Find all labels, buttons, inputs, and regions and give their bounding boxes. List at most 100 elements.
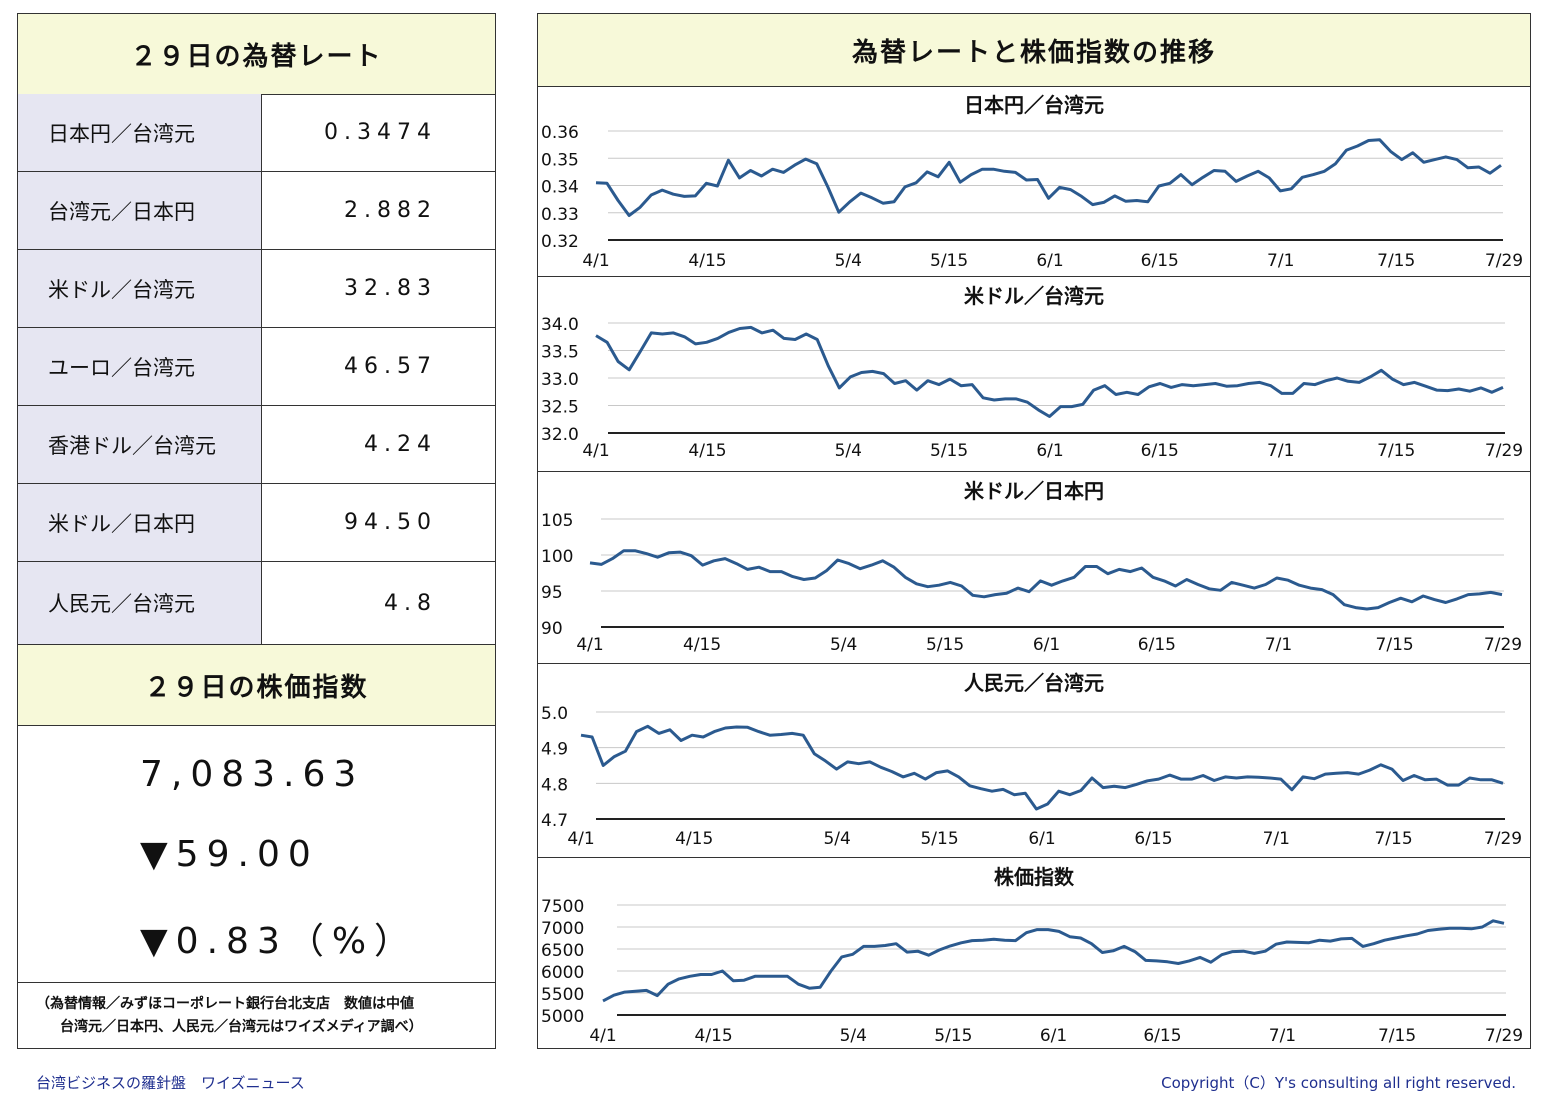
x-tick-label: 4/1: [567, 829, 594, 849]
series-line: [602, 919, 1505, 1003]
x-tick-label: 6/15: [1138, 635, 1176, 655]
y-tick-label: 33.0: [541, 370, 579, 390]
rate-row: 人民元／台湾元 4.8: [18, 562, 495, 644]
x-tick-label: 6/1: [1033, 635, 1060, 655]
y-tick-label: 5000: [541, 1007, 584, 1027]
rates-panel: ２９日の為替レート 日本円／台湾元 0.3474 台湾元／日本円 2.882 米…: [17, 13, 496, 1049]
rate-value: 2.882: [344, 198, 437, 223]
x-tick-label: 5/4: [830, 635, 857, 655]
x-tick-label: 5/4: [840, 1026, 867, 1046]
chart-title: 株価指数: [994, 865, 1075, 889]
series-line: [595, 138, 1502, 217]
series-line: [580, 724, 1504, 811]
chart-svg: 米ドル／日本円 105 100 95 90 4/1 4/15 5/4 5/15 6/1 6/15 7/…: [541, 479, 1522, 655]
rate-label: 台湾元／日本円: [18, 172, 262, 249]
series-line: [589, 549, 1503, 611]
x-tick-label: 6/1: [1040, 1026, 1067, 1046]
y-tick-label: 6500: [541, 941, 584, 961]
x-tick-label: 7/15: [1376, 635, 1414, 655]
y-tick-label: 7500: [541, 897, 584, 917]
rate-row: 台湾元／日本円 2.882: [18, 172, 495, 250]
x-tick-label: 4/1: [582, 251, 609, 271]
chart-usd-twd: 米ドル／台湾元 34.0 33.5 33.0 32.5 32.0 4/1 4/15 5/4 5/1…: [538, 277, 1530, 472]
x-tick-label: 7/29: [1485, 251, 1523, 271]
x-tick-label: 5/15: [930, 441, 968, 461]
x-tick-label: 5/15: [926, 635, 964, 655]
x-tick-label: 7/15: [1374, 829, 1412, 849]
y-tick-label: 95: [541, 583, 563, 603]
x-tick-label: 4/15: [675, 829, 713, 849]
y-tick-label: 7000: [541, 919, 584, 939]
x-tick-label: 6/15: [1134, 829, 1172, 849]
rate-value: 4.24: [364, 432, 437, 457]
y-tick-label: 100: [541, 547, 573, 567]
x-tick-label: 4/15: [688, 251, 726, 271]
stock-change-pct: ▼0.83（%）: [140, 921, 419, 962]
y-tick-label: 34.0: [541, 315, 579, 335]
x-tick-label: 4/1: [576, 635, 603, 655]
source-note-line: （為替情報／みずほコーポレート銀行台北支店 数値は中値: [36, 996, 414, 1012]
x-tick-label: 7/15: [1378, 1026, 1416, 1046]
rate-label: 米ドル／日本円: [18, 484, 262, 561]
chart-title: 米ドル／日本円: [964, 479, 1104, 503]
rates-panel-title: ２９日の為替レート: [18, 14, 495, 95]
chart-cny-twd: 人民元／台湾元 5.0 4.9 4.8 4.7 4/1 4/15 5/4 5/15 6/1 6/15…: [538, 664, 1530, 858]
x-tick-label: 5/4: [835, 441, 862, 461]
x-tick-label: 5/15: [930, 251, 968, 271]
rate-row: 米ドル／日本円 94.50: [18, 484, 495, 562]
x-tick-label: 4/1: [589, 1026, 616, 1046]
chart-title: 人民元／台湾元: [964, 671, 1104, 695]
source-note: （為替情報／みずほコーポレート銀行台北支店 数値は中値 台湾元／日本円、人民元／…: [18, 982, 495, 1039]
x-tick-label: 4/15: [683, 635, 721, 655]
chart-svg: 人民元／台湾元 5.0 4.9 4.8 4.74/1 4/15 5/4 5/15 6/1 6/15…: [541, 671, 1522, 849]
chart-svg: 米ドル／台湾元 34.0 33.5 33.0 32.5 32.04/1 4/15 5/4 5/1…: [541, 284, 1523, 461]
charts-panel-title: 為替レートと株価指数の推移: [538, 14, 1530, 87]
x-tick-label: 6/15: [1141, 251, 1179, 271]
y-tick-label: 32.0: [541, 425, 579, 445]
rate-label: 米ドル／台湾元: [18, 250, 262, 327]
x-tick-label: 6/15: [1141, 441, 1179, 461]
rate-label: 香港ドル／台湾元: [18, 406, 262, 483]
x-tick-label: 4/15: [695, 1026, 733, 1046]
x-tick-label: 7/1: [1263, 829, 1290, 849]
rate-row: 日本円／台湾元 0.3474: [18, 94, 495, 172]
rate-value: 4.8: [384, 590, 437, 616]
rate-value: 0.3474: [324, 120, 437, 145]
x-tick-label: 7/29: [1484, 829, 1522, 849]
x-tick-label: 7/15: [1377, 251, 1415, 271]
x-tick-label: 4/1: [582, 441, 609, 461]
x-tick-label: 5/4: [823, 829, 850, 849]
x-tick-label: 7/29: [1485, 441, 1523, 461]
x-tick-label: 4/15: [688, 441, 726, 461]
x-tick-label: 6/1: [1036, 441, 1063, 461]
y-tick-label: 4.8: [541, 775, 568, 795]
rate-row: 米ドル／台湾元 32.83: [18, 250, 495, 328]
x-tick-label: 7/1: [1267, 251, 1294, 271]
x-tick-label: 7/1: [1265, 635, 1292, 655]
rate-label: ユーロ／台湾元: [18, 328, 262, 405]
footer-left: 台湾ビジネスの羅針盤 ワイズニュース: [36, 1074, 305, 1092]
x-tick-label: 6/1: [1036, 251, 1063, 271]
rate-row: 香港ドル／台湾元 4.24: [18, 406, 495, 484]
y-tick-label: 90: [541, 619, 563, 639]
chart-title: 米ドル／台湾元: [964, 284, 1104, 308]
chart-usd-jpy: 米ドル／日本円 105 100 95 90 4/1 4/15 5/4 5/15 6/1 6/15 7/…: [538, 472, 1530, 664]
chart-title: 日本円／台湾元: [964, 93, 1104, 117]
rate-label: 人民元／台湾元: [18, 562, 262, 644]
x-tick-label: 7/1: [1267, 441, 1294, 461]
y-tick-label: 105: [541, 511, 573, 531]
y-tick-label: 0.36: [541, 123, 579, 143]
chart-stock-index: 株価指数 7500 7000 6500 6000 5500 5000 4/1 4/15 5/4 5/…: [538, 858, 1530, 1050]
rate-label: 日本円／台湾元: [18, 94, 262, 171]
y-tick-label: 6000: [541, 963, 584, 983]
x-tick-label: 5/15: [920, 829, 958, 849]
x-tick-label: 7/1: [1269, 1026, 1296, 1046]
x-tick-label: 7/29: [1484, 635, 1522, 655]
x-tick-label: 6/1: [1028, 829, 1055, 849]
x-tick-label: 5/15: [934, 1026, 972, 1046]
y-tick-label: 0.35: [541, 150, 579, 170]
y-tick-label: 0.32: [541, 232, 579, 252]
y-tick-label: 5500: [541, 985, 584, 1005]
x-tick-label: 7/15: [1377, 441, 1415, 461]
